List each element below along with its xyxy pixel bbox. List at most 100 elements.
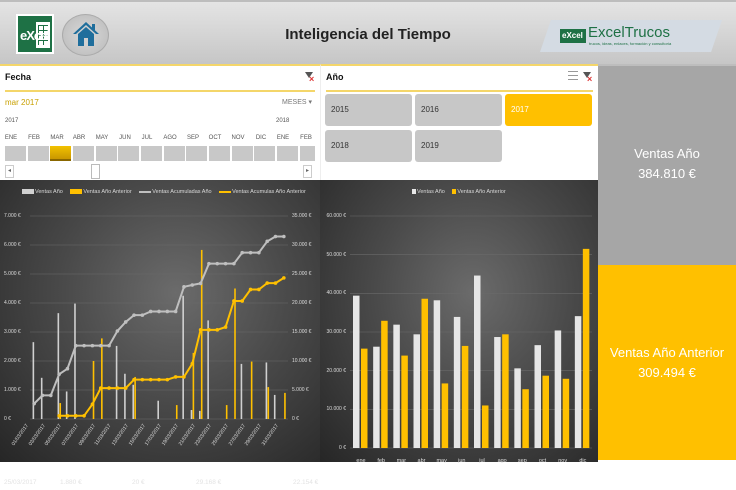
- timeline-month-label: NOV: [231, 135, 245, 141]
- footer-value: 1.880 €: [60, 479, 82, 486]
- legend-swatch-ventas-ano: [412, 189, 416, 195]
- monthly-chart-legend: Ventas Año Ventas Año Anterior: [412, 189, 512, 195]
- timeline-month-label: MAR: [50, 135, 64, 141]
- excel-logo: eXcel: [16, 14, 54, 54]
- y-axis-left-label: 4.000 €: [4, 300, 21, 306]
- scroll-thumb[interactable]: [91, 164, 100, 179]
- year-button-2019[interactable]: 2019: [415, 130, 502, 162]
- x-axis-month-label: dic: [579, 458, 587, 464]
- timeline-month-label: ABR: [72, 135, 86, 141]
- y-axis-left-label: 0 €: [4, 416, 11, 422]
- year-button-2017[interactable]: 2017: [505, 94, 592, 126]
- header-divider: [5, 90, 315, 92]
- timeline-month-label: OCT: [208, 135, 222, 141]
- timeline-month-cell[interactable]: [209, 146, 230, 161]
- y-axis-right-label: 20.000 €: [292, 300, 312, 306]
- y-axis-right-label: 5.000 €: [292, 387, 309, 393]
- timeline-month-cell[interactable]: [277, 146, 298, 161]
- footer-value: 29.168 €: [196, 479, 222, 486]
- legend-swatch-ventas-ano: [22, 189, 34, 195]
- scroll-left-button[interactable]: ◂: [5, 165, 14, 178]
- y-axis-right-label: 30.000 €: [292, 242, 312, 248]
- legend-label: Ventas Año: [417, 189, 445, 195]
- timeline-month-label: AGO: [163, 135, 177, 141]
- year-button-2016[interactable]: 2016: [415, 94, 502, 126]
- scroll-right-button[interactable]: ▸: [303, 165, 312, 178]
- time-level-dropdown[interactable]: MESES ▾: [282, 99, 312, 106]
- kpi-label: Ventas Año Anterior: [609, 344, 725, 360]
- y-axis-left-label: 6.000 €: [4, 242, 21, 248]
- kpi-label: Ventas Año: [634, 146, 700, 161]
- x-axis-month-label: sep: [517, 458, 527, 464]
- y-axis-right-label: 15.000 €: [292, 329, 312, 335]
- x-axis-month-label: mar: [396, 458, 407, 464]
- clear-filter-icon[interactable]: [582, 71, 592, 84]
- legend-swatch-ventas-ano-anterior: [452, 189, 457, 195]
- timeline-month-cell[interactable]: [164, 146, 185, 161]
- timeline-month-label: JUN: [119, 135, 131, 141]
- year-button-2015[interactable]: 2015: [325, 94, 412, 126]
- year-button-2018[interactable]: 2018: [325, 130, 412, 162]
- timeline-month-cell[interactable]: [300, 146, 315, 161]
- kpi-value: 384.810 €: [638, 166, 696, 181]
- page-title: Inteligencia del Tiempo: [285, 26, 451, 43]
- timeline-month-cell[interactable]: [118, 146, 139, 161]
- home-button[interactable]: [62, 14, 109, 56]
- timeline-selection-label: mar 2017: [5, 98, 39, 107]
- y-axis-label: 0 €: [339, 445, 346, 451]
- legend-label: Ventas Año: [35, 189, 63, 195]
- header-divider: [326, 90, 593, 92]
- brand-name: ExcelTrucos: [588, 24, 670, 41]
- timeline-month-label: ENE: [4, 135, 18, 141]
- y-axis-label: 60.000 €: [326, 213, 346, 219]
- legend-label: Ventas Acumuladas Año: [152, 189, 212, 195]
- x-axis-month-label: abr: [417, 458, 426, 464]
- timeline-month-cell[interactable]: [186, 146, 207, 161]
- timeline-month-label: FEB: [300, 135, 312, 141]
- timeline-month-cell[interactable]: [5, 146, 26, 161]
- footer-value: 20 €: [132, 479, 145, 486]
- kpi-value: 309.494 €: [638, 364, 696, 380]
- y-axis-label: 20.000 €: [326, 367, 346, 374]
- timeline-month-cell[interactable]: [96, 146, 117, 161]
- x-axis-month-label: may: [436, 458, 447, 464]
- timeline-month-cell[interactable]: [232, 146, 253, 161]
- monthly-chart-plot: [350, 215, 592, 449]
- y-axis-label: 10.000 €: [326, 406, 346, 413]
- x-axis-month-label: nov: [558, 458, 568, 464]
- timeline-year-label: 2017: [5, 118, 19, 124]
- timeline-scrollbar[interactable]: ◂ ▸: [5, 164, 312, 179]
- timeline-month-label: MAY: [95, 135, 109, 141]
- y-axis-left-label: 5.000 €: [4, 271, 21, 277]
- daily-chart-legend: Ventas Año Ventas Año Anterior Ventas Ac…: [22, 189, 312, 195]
- home-icon: [73, 22, 99, 46]
- legend-swatch-acumuladas: [139, 190, 152, 193]
- x-axis-month-label: jun: [458, 458, 466, 464]
- legend-swatch-ventas-ano-anterior: [70, 189, 83, 195]
- brand-excel-icon: eXcel: [560, 29, 586, 43]
- timeline-month-cell[interactable]: [73, 146, 94, 161]
- y-axis-right-label: 10.000 €: [292, 358, 312, 364]
- timeline-month-cell-selected[interactable]: [50, 146, 71, 161]
- x-axis-month-label: ago: [497, 458, 507, 464]
- footer-date: 25/03/2017: [4, 479, 37, 486]
- x-axis-month-label: jul: [479, 458, 485, 464]
- clear-filter-icon[interactable]: [304, 71, 314, 84]
- kpi-ventas-ano: Ventas Año 384.810 €: [598, 64, 736, 262]
- y-axis-right-label: 0 €: [292, 416, 299, 422]
- timeline-header: Fecha: [5, 72, 32, 82]
- y-axis-label: 40.000 €: [326, 290, 346, 297]
- x-axis-month-label: oct: [538, 458, 547, 464]
- timeline-month-cell[interactable]: [254, 146, 275, 161]
- timeline-month-label: JUL: [141, 135, 153, 141]
- y-axis-left-label: 2.000 €: [4, 358, 21, 364]
- fecha-timeline-slicer: Fecha mar 2017 MESES ▾ 2017 2018 ENE FEB…: [0, 64, 320, 180]
- y-axis-label: 50.000 €: [326, 251, 346, 258]
- y-axis-right-label: 35.000 €: [292, 213, 312, 219]
- multi-select-icon[interactable]: [568, 71, 578, 83]
- spreadsheet-icon: [36, 22, 50, 48]
- timeline-month-cell[interactable]: [141, 146, 162, 161]
- timeline-month-cell[interactable]: [28, 146, 49, 161]
- brand-tagline: trucos, ideas, enlaces, formación y cons…: [589, 41, 672, 46]
- exceltrucos-brand-logo[interactable]: eXcel ExcelTrucos trucos, ideas, enlaces…: [540, 20, 722, 52]
